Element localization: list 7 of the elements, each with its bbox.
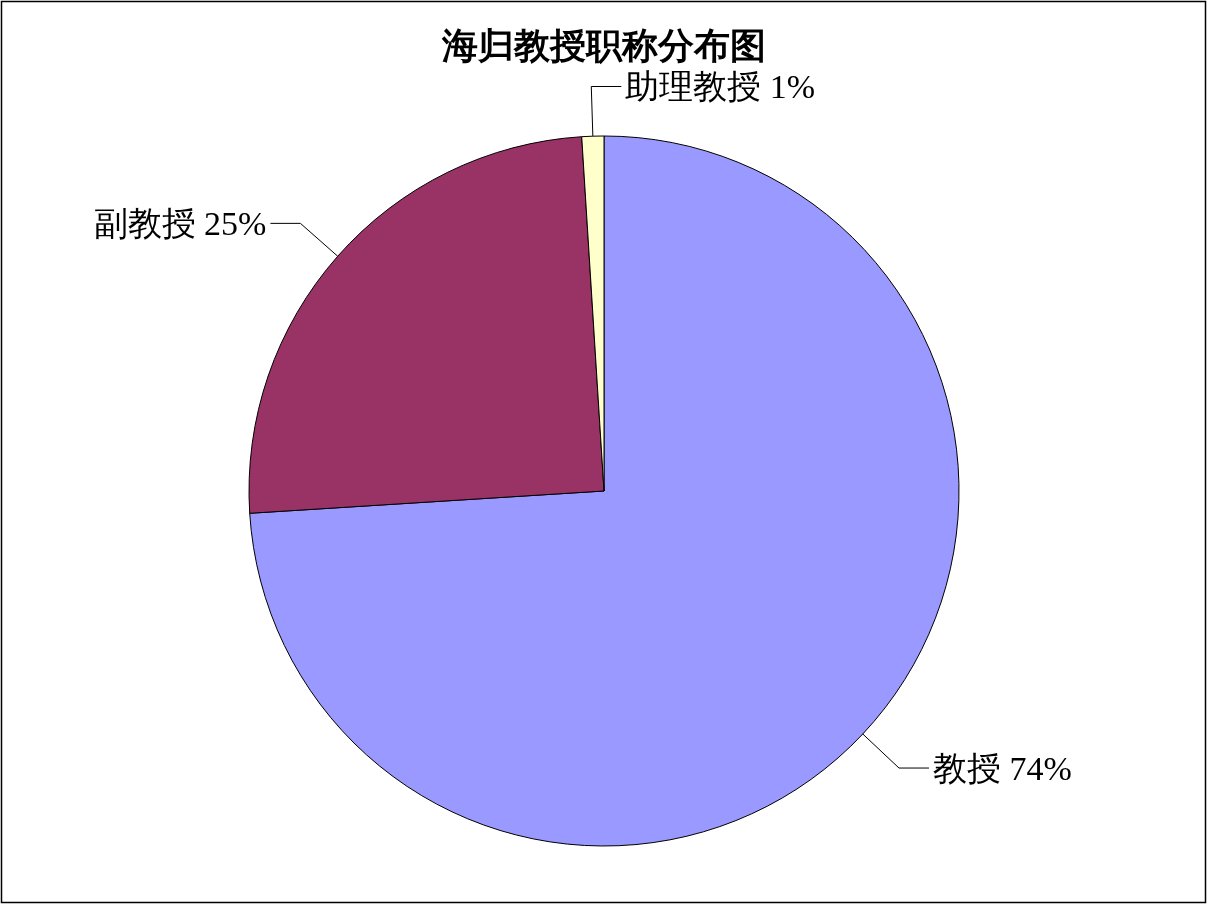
chart-title: 海归教授职称分布图: [440, 26, 766, 66]
data-label: 25%: [204, 205, 267, 243]
data-label: 1%: [769, 68, 816, 106]
slice-label: 副教授: [93, 205, 205, 243]
slice-label: 教授: [933, 750, 1010, 788]
slice-label: 助理教授: [625, 68, 770, 106]
data-label: 74%: [1009, 750, 1072, 788]
